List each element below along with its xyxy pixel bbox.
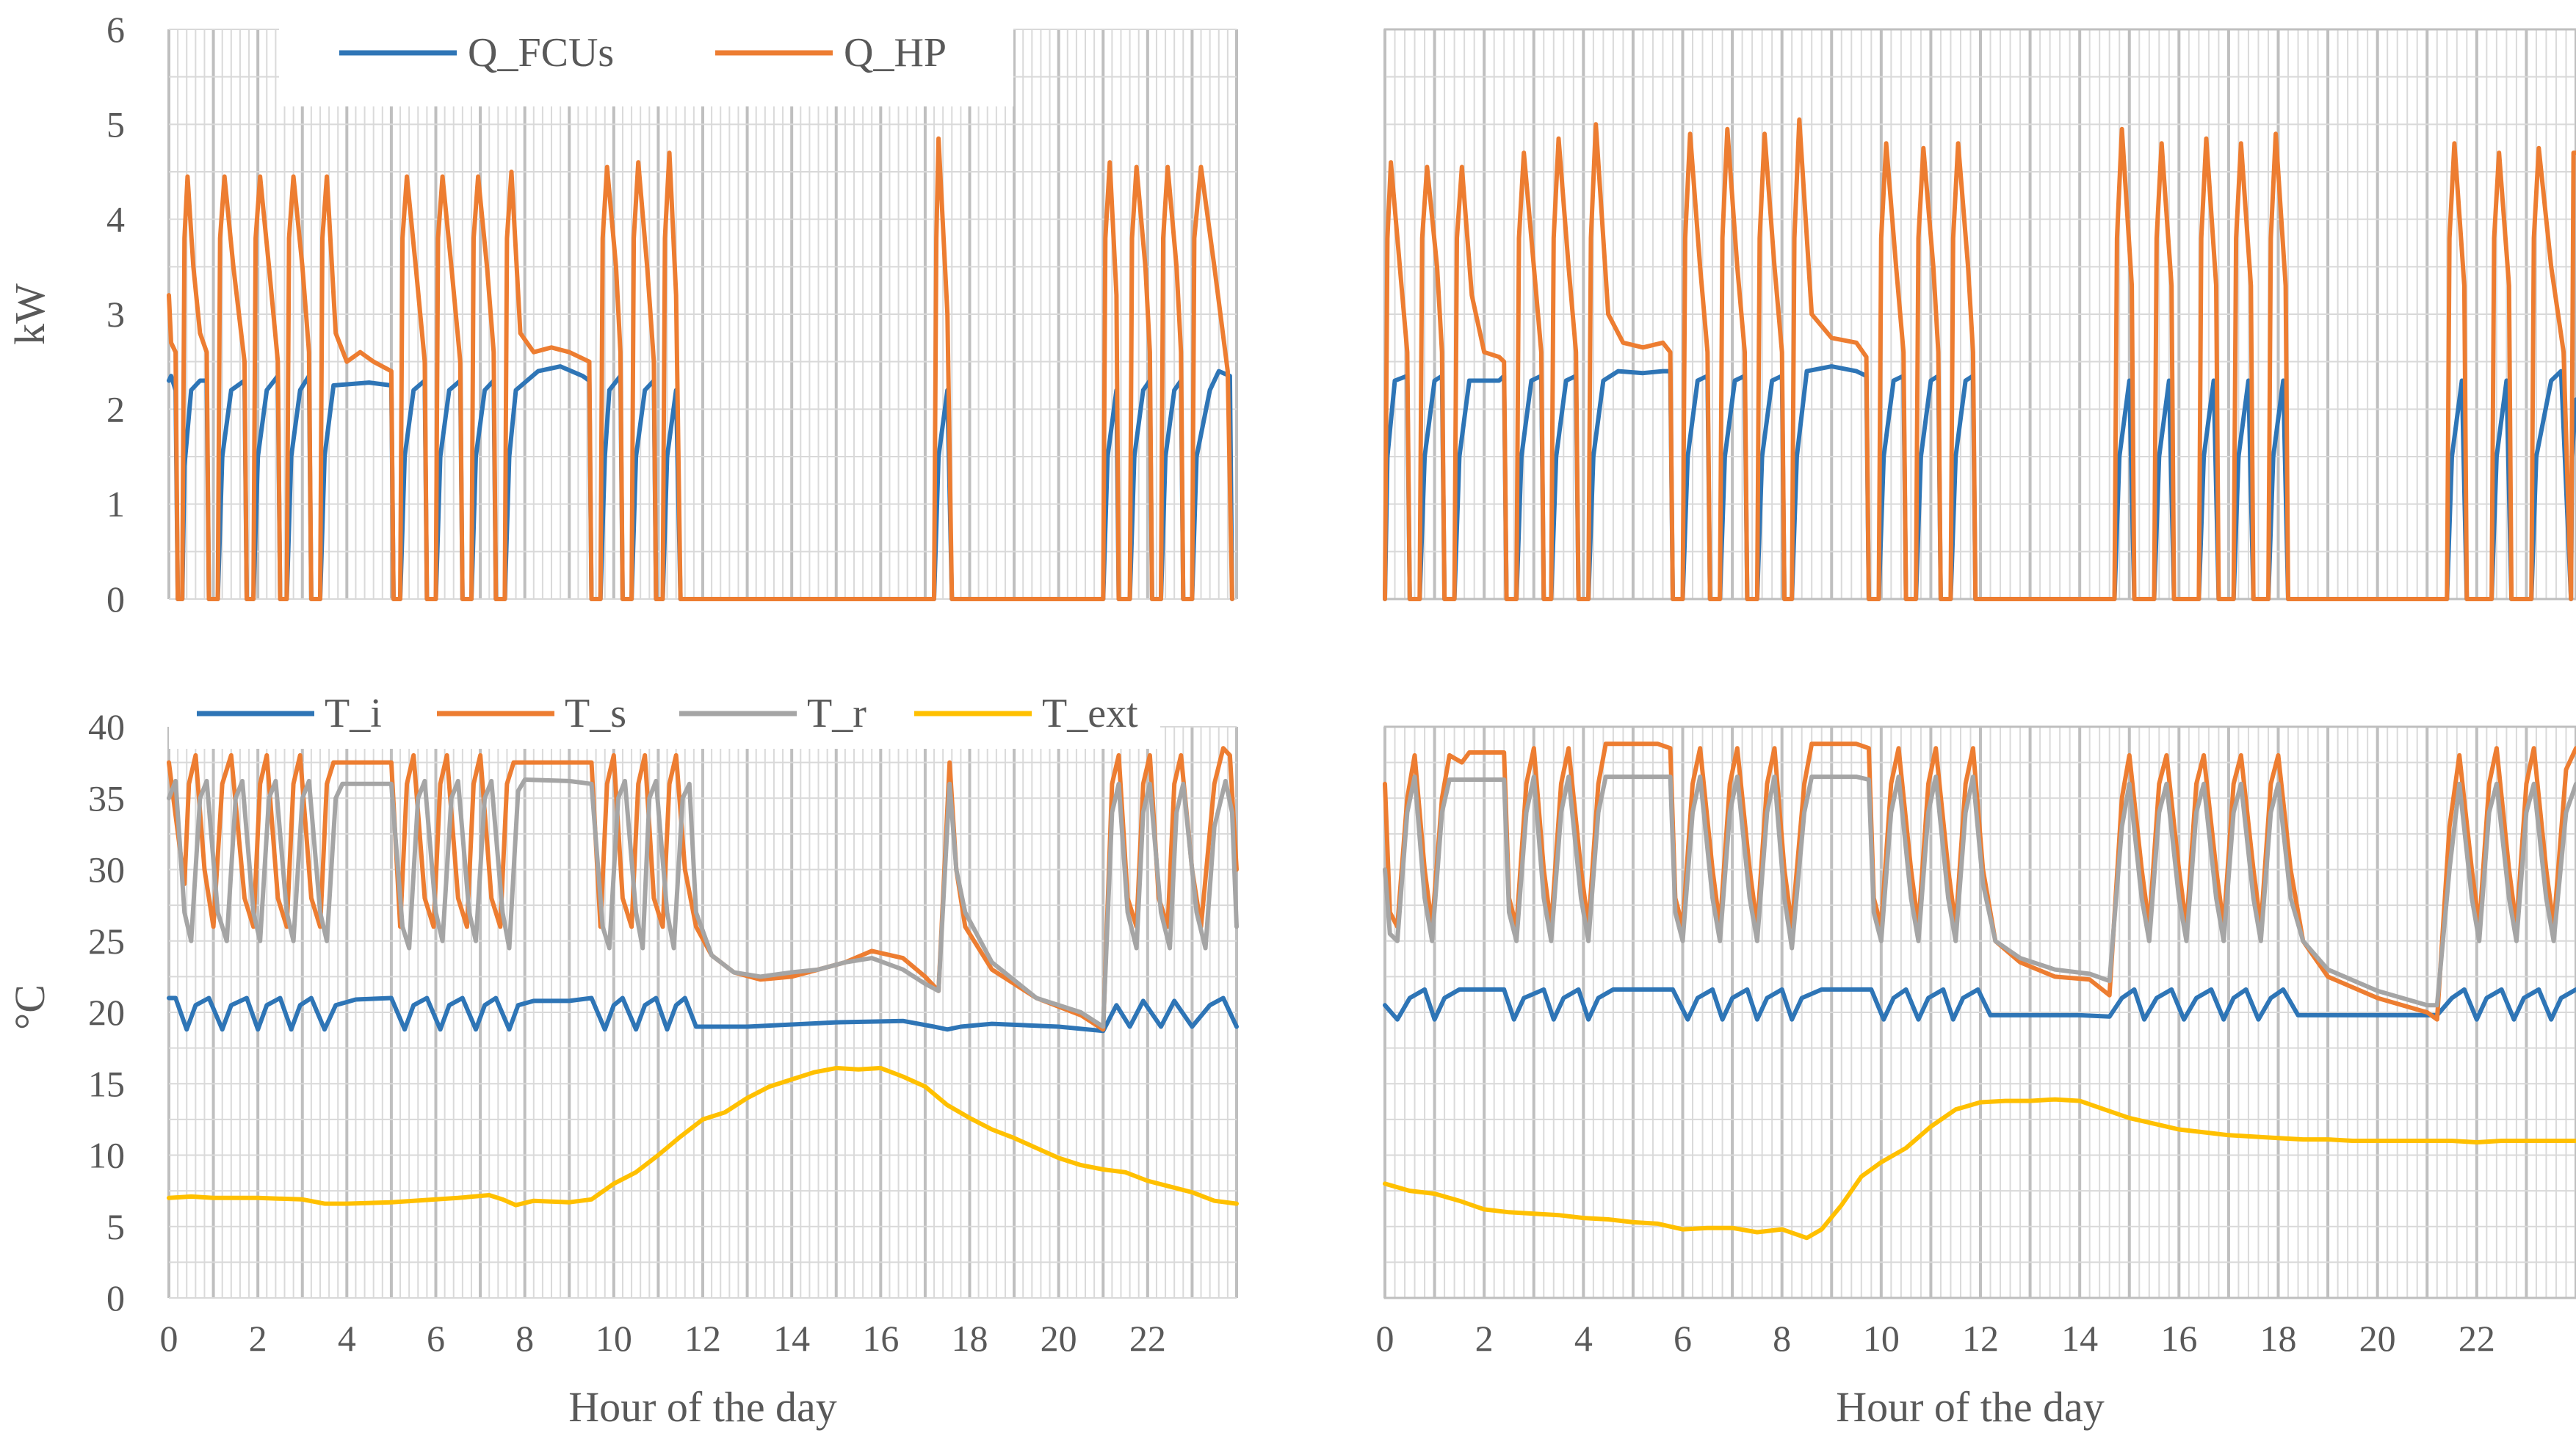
y-tick-label: 10: [88, 1135, 125, 1176]
series-line-t-i: [167, 995, 1239, 1034]
x-tick-label: 14: [2061, 1318, 2098, 1359]
x-tick-label: 20: [1041, 1318, 1077, 1359]
tick-labels: 0 2 4 6 8 10 12 14 16 18 20 22: [1376, 1318, 2495, 1359]
series-line-t-r: [167, 777, 1239, 1029]
y-tick-label: 5: [106, 104, 125, 145]
y-tick-label: 35: [88, 777, 125, 819]
legend-background: [169, 690, 1160, 749]
tick-labels: 0 5 10 15 20 25 30 35 40 0 2 4 6 8 10 12 14 16 18 20 22: [88, 706, 1166, 1359]
chart-q-power-day1: 0 1 2 3 4 5 6 kW Q_FCUs Q_HP: [6, 9, 1238, 620]
x-tick-label: 8: [515, 1318, 534, 1359]
series-line-q-hp: [167, 136, 1234, 601]
y-tick-label: 3: [106, 294, 125, 335]
y-tick-label: 4: [106, 199, 125, 240]
legend-label-t-i: T_i: [325, 691, 382, 736]
x-tick-label: 12: [1962, 1318, 1999, 1359]
series-line-q-hp: [1383, 117, 2576, 601]
x-axis-title: Hour of the day: [568, 1383, 837, 1431]
legend-label-q-hp: Q_HP: [844, 30, 947, 76]
series-line-t-i: [1383, 987, 2576, 1022]
y-tick-label: 30: [88, 849, 125, 890]
x-tick-label: 18: [2260, 1318, 2297, 1359]
x-tick-label: 22: [2459, 1318, 2495, 1359]
legend: T_i T_s T_r T_ext: [169, 690, 1160, 749]
plot-frame: [1383, 725, 2576, 1299]
series-layer: [167, 746, 1239, 1208]
y-axis-title: °C: [6, 984, 54, 1030]
series-layer: [167, 136, 1234, 601]
legend-label-t-s: T_s: [565, 691, 626, 736]
chart-temperatures-day2: 0 2 4 6 8 10 12 14 16 18 20 22 Hour of the day: [1376, 725, 2576, 1431]
tick-labels: 0 1 2 3 4 5 6: [106, 9, 125, 620]
x-tick-label: 22: [1129, 1318, 1166, 1359]
legend-background: [279, 22, 1013, 106]
y-tick-label: 1: [106, 484, 125, 525]
chart-q-power-day2: [1383, 28, 2576, 601]
series-line-t-ext: [167, 1065, 1239, 1208]
legend-label-t-r: T_r: [807, 691, 866, 736]
y-tick-label: 25: [88, 921, 125, 962]
x-tick-label: 10: [1863, 1318, 1900, 1359]
x-tick-label: 2: [249, 1318, 267, 1359]
x-tick-label: 0: [160, 1318, 178, 1359]
x-tick-label: 14: [773, 1318, 810, 1359]
y-tick-label: 15: [88, 1063, 125, 1104]
grid: [167, 29, 1238, 600]
x-tick-label: 4: [1574, 1318, 1593, 1359]
series-layer: [1383, 741, 2576, 1241]
x-axis-title: Hour of the day: [1836, 1383, 2105, 1431]
y-tick-label: 5: [106, 1206, 125, 1247]
y-tick-label: 6: [106, 9, 125, 50]
series-layer: [1383, 117, 2576, 601]
x-tick-label: 12: [684, 1318, 721, 1359]
x-tick-label: 18: [952, 1318, 988, 1359]
x-tick-label: 20: [2359, 1318, 2396, 1359]
x-tick-label: 2: [1475, 1318, 1494, 1359]
legend-label-t-ext: T_ext: [1042, 691, 1138, 736]
y-axis-title: kW: [6, 283, 54, 345]
x-tick-label: 0: [1376, 1318, 1394, 1359]
y-tick-label: 20: [88, 992, 125, 1033]
legend: Q_FCUs Q_HP: [279, 22, 1013, 106]
y-tick-label: 2: [106, 388, 125, 429]
series-line-t-ext: [1383, 1097, 2576, 1241]
legend-label-q-fcus: Q_FCUs: [468, 30, 614, 76]
grid: [1383, 28, 2576, 601]
x-tick-label: 4: [338, 1318, 356, 1359]
x-tick-label: 16: [2160, 1318, 2197, 1359]
y-tick-label: 0: [106, 1277, 125, 1318]
x-tick-label: 16: [862, 1318, 899, 1359]
x-tick-label: 6: [1674, 1318, 1692, 1359]
x-tick-label: 6: [427, 1318, 445, 1359]
series-line-t-r: [1383, 774, 2576, 1008]
chart-temperatures-day1: 0 5 10 15 20 25 30 35 40 0 2 4 6 8 10 12 14 16 18 20 22 °C H…: [6, 690, 1239, 1431]
x-tick-label: 10: [596, 1318, 632, 1359]
x-tick-label: 8: [1773, 1318, 1791, 1359]
grid: [1383, 725, 2576, 1299]
y-tick-label: 40: [88, 706, 125, 747]
y-tick-label: 0: [106, 578, 125, 620]
